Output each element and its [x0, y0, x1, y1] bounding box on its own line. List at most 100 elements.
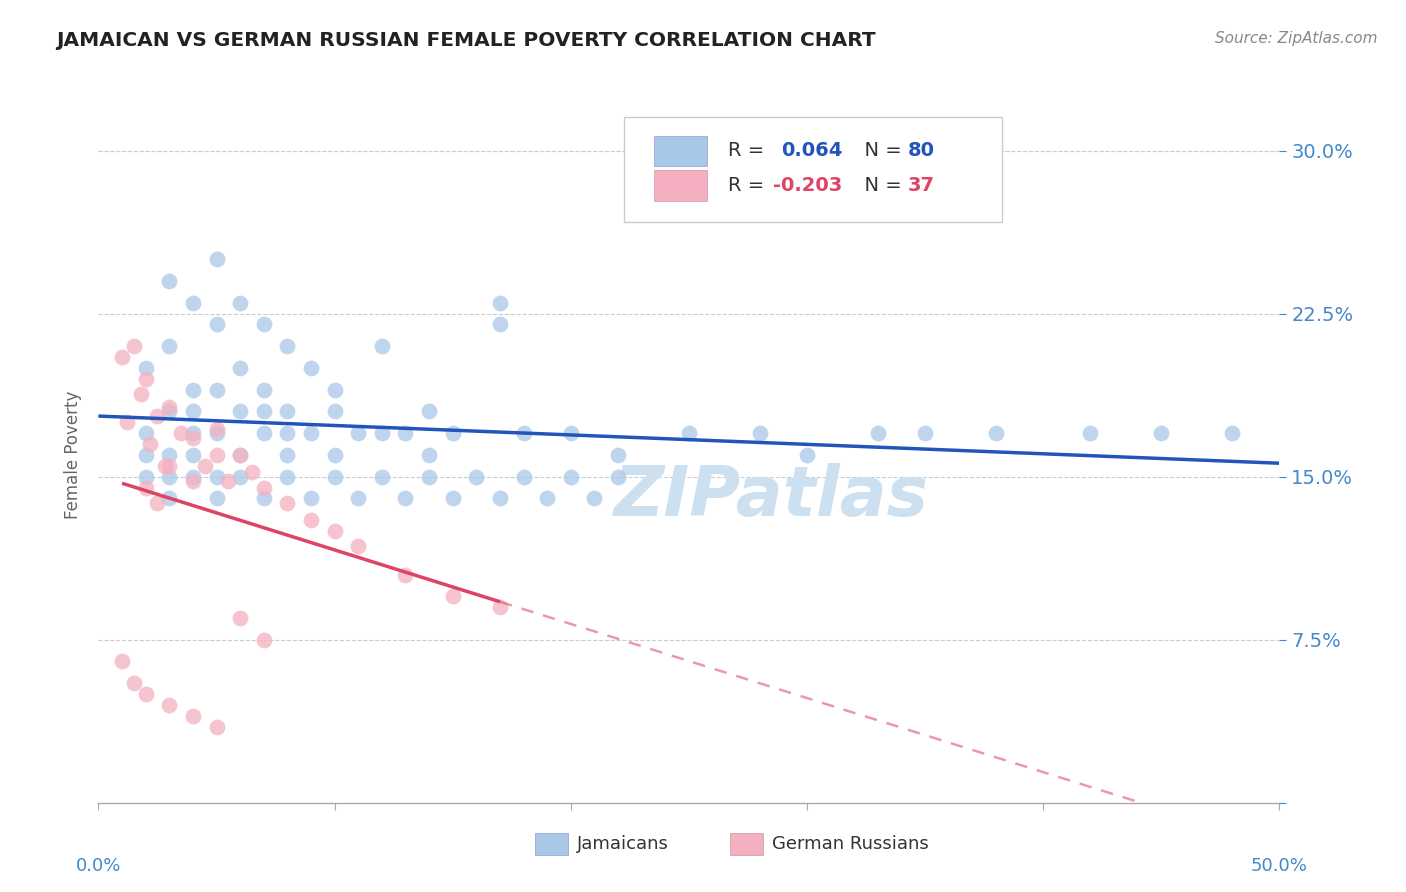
- Point: [253, 383, 276, 397]
- Bar: [654, 136, 707, 166]
- Point: [418, 448, 440, 462]
- Point: [146, 496, 169, 510]
- Point: [489, 295, 512, 310]
- Point: [418, 404, 440, 418]
- Point: [181, 448, 204, 462]
- Text: R =: R =: [728, 141, 776, 161]
- Point: [157, 469, 180, 483]
- Point: [205, 469, 228, 483]
- Point: [205, 252, 228, 267]
- Point: [135, 372, 157, 386]
- Text: Jamaicans: Jamaicans: [576, 835, 669, 853]
- Point: [122, 676, 145, 690]
- Point: [205, 491, 228, 506]
- Point: [194, 458, 217, 473]
- Point: [299, 513, 322, 527]
- Text: N =: N =: [852, 176, 908, 195]
- Point: [276, 404, 298, 418]
- Point: [866, 426, 889, 441]
- Point: [146, 409, 169, 423]
- Point: [441, 589, 464, 603]
- Point: [157, 400, 180, 414]
- Point: [135, 687, 157, 701]
- Point: [229, 611, 252, 625]
- Point: [229, 469, 252, 483]
- Text: 80: 80: [907, 141, 935, 161]
- Point: [299, 426, 322, 441]
- Point: [323, 404, 346, 418]
- Point: [181, 383, 204, 397]
- Point: [347, 539, 370, 553]
- Point: [347, 491, 370, 506]
- Point: [229, 404, 252, 418]
- Point: [441, 491, 464, 506]
- Point: [157, 274, 180, 288]
- Point: [371, 426, 394, 441]
- Point: [181, 708, 204, 723]
- Point: [122, 339, 145, 353]
- Point: [1220, 426, 1243, 441]
- Text: ZIPatlas: ZIPatlas: [614, 463, 929, 530]
- Point: [135, 481, 157, 495]
- Point: [914, 426, 936, 441]
- Point: [205, 422, 228, 436]
- Point: [181, 469, 204, 483]
- Bar: [730, 833, 763, 855]
- Bar: [654, 170, 707, 201]
- Point: [441, 426, 464, 441]
- Point: [394, 426, 416, 441]
- Text: 50.0%: 50.0%: [1251, 857, 1308, 875]
- Point: [157, 698, 180, 712]
- Point: [678, 426, 700, 441]
- Point: [276, 496, 298, 510]
- Point: [253, 491, 276, 506]
- Y-axis label: Female Poverty: Female Poverty: [65, 391, 83, 519]
- Text: 37: 37: [907, 176, 935, 195]
- Text: Source: ZipAtlas.com: Source: ZipAtlas.com: [1215, 31, 1378, 46]
- Point: [205, 318, 228, 332]
- Point: [323, 448, 346, 462]
- Point: [229, 448, 252, 462]
- Point: [607, 469, 630, 483]
- Point: [276, 426, 298, 441]
- Point: [371, 469, 394, 483]
- Text: R =: R =: [728, 176, 770, 195]
- Point: [157, 339, 180, 353]
- Point: [205, 448, 228, 462]
- Point: [205, 383, 228, 397]
- Point: [157, 404, 180, 418]
- Point: [1080, 426, 1102, 441]
- Point: [607, 448, 630, 462]
- Text: 0.064: 0.064: [782, 141, 842, 161]
- Point: [205, 720, 228, 734]
- Point: [229, 448, 252, 462]
- Point: [229, 295, 252, 310]
- Point: [181, 426, 204, 441]
- Point: [276, 469, 298, 483]
- Point: [489, 318, 512, 332]
- Point: [796, 448, 818, 462]
- Point: [205, 426, 228, 441]
- Point: [181, 474, 204, 488]
- Point: [418, 469, 440, 483]
- Point: [115, 415, 138, 429]
- Point: [129, 387, 152, 401]
- Text: JAMAICAN VS GERMAN RUSSIAN FEMALE POVERTY CORRELATION CHART: JAMAICAN VS GERMAN RUSSIAN FEMALE POVERT…: [56, 31, 876, 50]
- Point: [323, 469, 346, 483]
- Bar: [536, 833, 568, 855]
- Point: [299, 360, 322, 375]
- Point: [489, 600, 512, 615]
- Text: -0.203: -0.203: [773, 176, 842, 195]
- Point: [1150, 426, 1173, 441]
- Point: [560, 469, 582, 483]
- Point: [181, 404, 204, 418]
- Point: [394, 567, 416, 582]
- Point: [170, 426, 193, 441]
- Text: 0.0%: 0.0%: [76, 857, 121, 875]
- Point: [181, 431, 204, 445]
- Point: [253, 404, 276, 418]
- Point: [157, 491, 180, 506]
- Point: [276, 448, 298, 462]
- Point: [371, 339, 394, 353]
- Point: [153, 458, 176, 473]
